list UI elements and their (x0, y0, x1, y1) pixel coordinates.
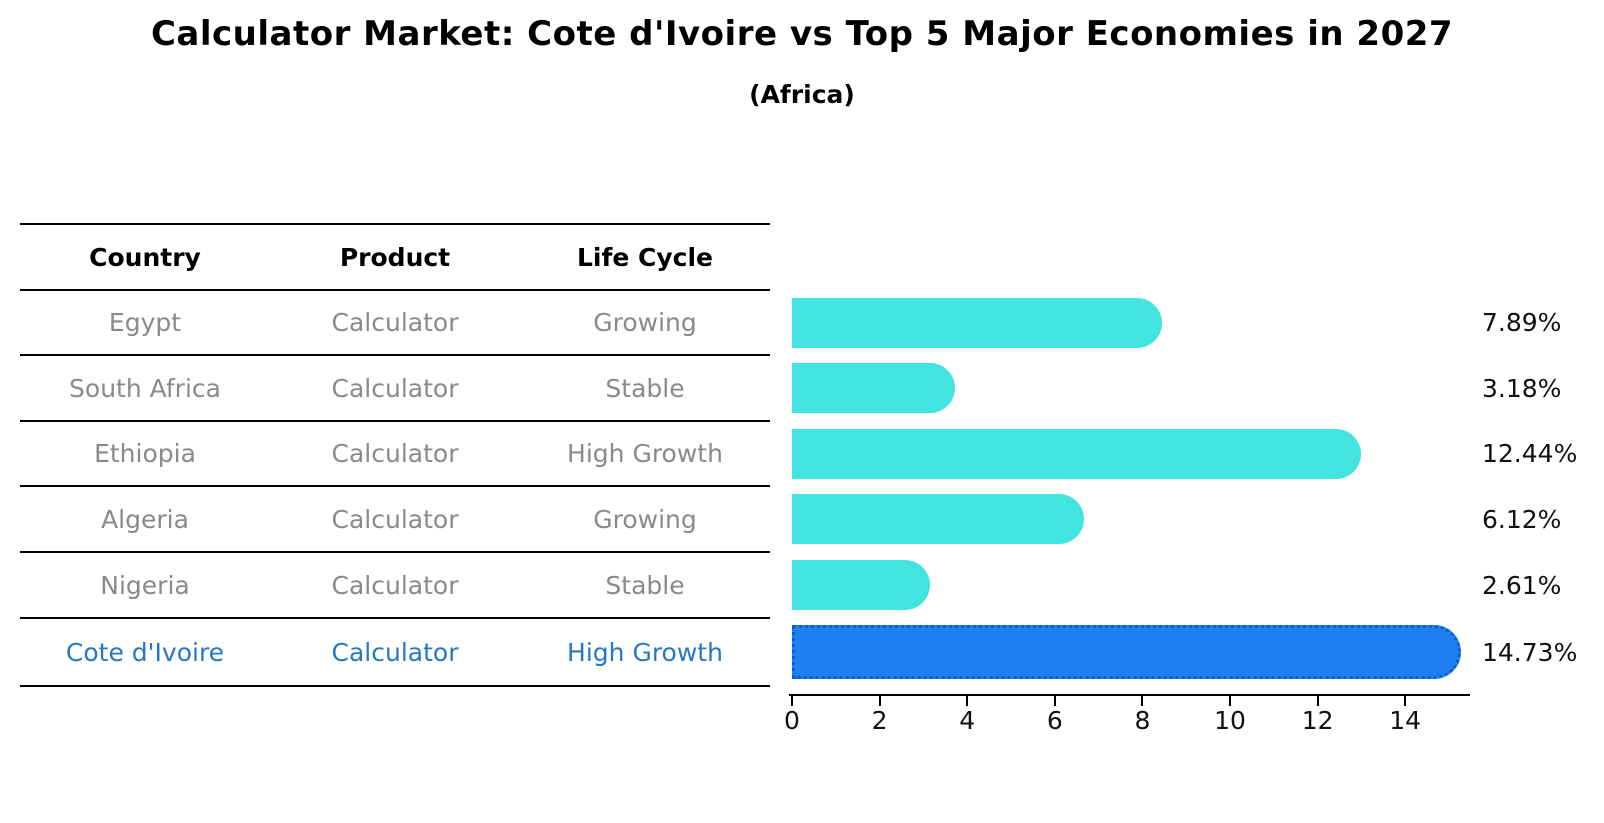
table-cell-nigeria-life-cycle: Stable (605, 570, 685, 600)
table-rule-5 (20, 551, 770, 553)
table-rule-1 (20, 289, 770, 291)
x-axis-tick-2 (878, 696, 881, 706)
table-cell-egypt-product: Calculator (331, 308, 459, 337)
x-axis-tick-12 (1316, 696, 1319, 706)
table-cell-ethiopia-life-cycle: High Growth (567, 439, 723, 468)
chart-subtitle: (Africa) (749, 80, 855, 109)
value-label-cote-d-ivoire: 14.73% (1482, 637, 1578, 667)
x-axis-tick-14 (1404, 696, 1407, 706)
table-cell-algeria-product: Calculator (331, 504, 459, 534)
table-rule-2 (20, 354, 770, 356)
table-cell-cote-d-ivoire-country: Cote d'Ivoire (65, 637, 225, 667)
x-axis-tick-label-10: 10 (1214, 706, 1246, 735)
bar-ethiopia (792, 428, 1361, 479)
x-axis-tick-label-12: 12 (1301, 706, 1334, 735)
column-header-life-cycle: Life Cycle (576, 242, 714, 272)
table-rule-6 (20, 617, 770, 619)
table-cell-south-africa-country: South Africa (69, 373, 221, 403)
value-label-nigeria: 2.61% (1482, 570, 1562, 600)
bar-algeria (792, 494, 1085, 544)
table-rule-3 (20, 420, 770, 422)
column-header-product: Product (339, 242, 451, 272)
chart-title: Calculator Market: Cote d'Ivoire vs Top … (150, 14, 1454, 54)
table-cell-egypt-country: Egypt (108, 308, 182, 337)
x-axis-tick-label-8: 8 (1134, 706, 1151, 735)
x-axis-tick-label-2: 2 (871, 706, 888, 735)
x-axis-tick-label-14: 14 (1389, 706, 1422, 735)
table-cell-nigeria-country: Nigeria (100, 570, 190, 600)
x-axis-tick-4 (966, 696, 969, 706)
x-axis-tick-label-6: 6 (1046, 706, 1063, 735)
table-cell-algeria-life-cycle: Growing (593, 504, 697, 534)
table-rule-7 (20, 685, 770, 687)
x-axis-tick-0 (791, 696, 793, 706)
x-axis-tick-10 (1229, 696, 1231, 706)
column-header-country: Country (89, 242, 201, 272)
x-axis-tick-6 (1053, 696, 1056, 706)
table-cell-south-africa-product: Calculator (331, 373, 459, 403)
table-cell-ethiopia-product: Calculator (331, 439, 459, 468)
table-cell-ethiopia-country: Ethiopia (94, 439, 196, 468)
value-label-ethiopia: 12.44% (1482, 439, 1578, 468)
x-axis-line (789, 694, 1470, 696)
bar-cote-d-ivoire (792, 625, 1462, 679)
table-cell-egypt-life-cycle: Growing (593, 308, 697, 337)
value-label-egypt: 7.89% (1482, 308, 1562, 337)
table-cell-south-africa-life-cycle: Stable (605, 373, 685, 403)
bar-egypt (792, 297, 1162, 348)
table-rule-4 (20, 485, 770, 487)
table-cell-nigeria-product: Calculator (331, 570, 459, 600)
value-label-algeria: 6.12% (1482, 504, 1562, 534)
table-cell-cote-d-ivoire-product: Calculator (331, 637, 459, 667)
value-label-south-africa: 3.18% (1482, 373, 1562, 403)
table-cell-cote-d-ivoire-life-cycle: High Growth (567, 637, 723, 667)
table-rule-0 (20, 223, 770, 225)
table-cell-algeria-country: Algeria (101, 504, 189, 534)
x-axis-tick-8 (1141, 696, 1144, 706)
bar-south-africa (792, 363, 956, 413)
x-axis-tick-label-4: 4 (959, 706, 976, 735)
bar-nigeria (792, 560, 931, 610)
x-axis-tick-label-0: 0 (784, 706, 800, 735)
